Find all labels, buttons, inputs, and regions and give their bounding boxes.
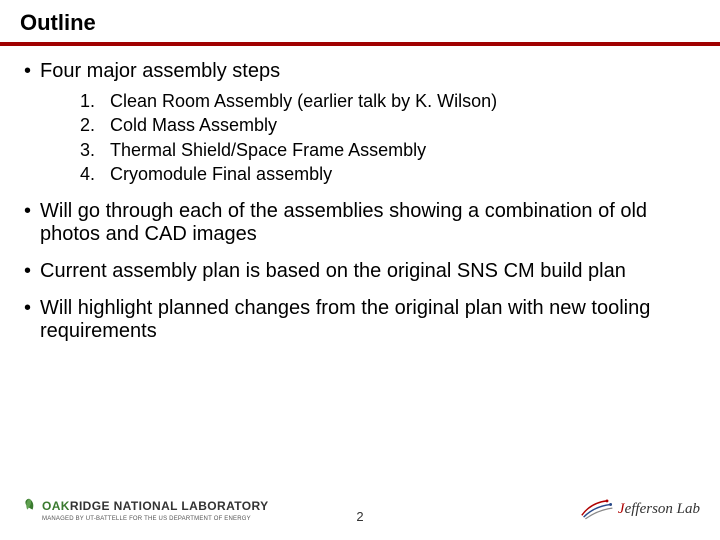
ornl-subtitle: MANAGED BY UT-BATTELLE FOR THE US DEPART…: [42, 516, 269, 522]
list-item: 3. Thermal Shield/Space Frame Assembly: [80, 138, 696, 162]
ornl-logo-main: OAKRIDGE NATIONAL LABORATORY: [20, 497, 269, 515]
list-item: 2. Cold Mass Assembly: [80, 113, 696, 137]
bullet-dot-icon: •: [24, 200, 40, 246]
footer: OAKRIDGE NATIONAL LABORATORY MANAGED BY …: [0, 486, 720, 532]
list-number: 3.: [80, 138, 110, 162]
bullet-item: • Will highlight planned changes from th…: [24, 297, 696, 343]
jlab-rest: efferson Lab: [625, 501, 700, 517]
bullet-text: Four major assembly steps: [40, 60, 280, 83]
content-area: • Four major assembly steps 1. Clean Roo…: [0, 46, 720, 343]
list-text: Clean Room Assembly (earlier talk by K. …: [110, 89, 497, 113]
bullet-text: Current assembly plan is based on the or…: [40, 260, 626, 283]
bullet-item: • Current assembly plan is based on the …: [24, 260, 696, 283]
leaf-icon: [20, 497, 38, 515]
list-number: 2.: [80, 113, 110, 137]
bullet-dot-icon: •: [24, 260, 40, 283]
title-bar: Outline: [0, 0, 720, 40]
list-item: 1. Clean Room Assembly (earlier talk by …: [80, 89, 696, 113]
bullet-text: Will go through each of the assemblies s…: [40, 200, 696, 246]
list-text: Cryomodule Final assembly: [110, 162, 332, 186]
jlab-text: Jefferson Lab: [618, 501, 700, 518]
jlab-logo: Jefferson Lab: [580, 497, 700, 521]
bullet-item: • Four major assembly steps: [24, 60, 696, 83]
bullet-item: • Will go through each of the assemblies…: [24, 200, 696, 246]
list-text: Cold Mass Assembly: [110, 113, 277, 137]
jlab-j: J: [618, 501, 625, 517]
list-text: Thermal Shield/Space Frame Assembly: [110, 138, 426, 162]
ornl-logo: OAKRIDGE NATIONAL LABORATORY MANAGED BY …: [20, 497, 269, 522]
list-number: 4.: [80, 162, 110, 186]
ornl-oak: OAK: [42, 499, 70, 513]
slide: Outline • Four major assembly steps 1. C…: [0, 0, 720, 540]
bullet-text: Will highlight planned changes from the …: [40, 297, 696, 343]
ornl-rest: RIDGE NATIONAL LABORATORY: [70, 499, 269, 513]
list-item: 4. Cryomodule Final assembly: [80, 162, 696, 186]
atom-swoosh-icon: [580, 497, 616, 521]
bullet-dot-icon: •: [24, 60, 40, 83]
numbered-list: 1. Clean Room Assembly (earlier talk by …: [80, 89, 696, 186]
bullet-dot-icon: •: [24, 297, 40, 343]
slide-title: Outline: [20, 10, 700, 36]
list-number: 1.: [80, 89, 110, 113]
ornl-text: OAKRIDGE NATIONAL LABORATORY: [42, 499, 269, 513]
